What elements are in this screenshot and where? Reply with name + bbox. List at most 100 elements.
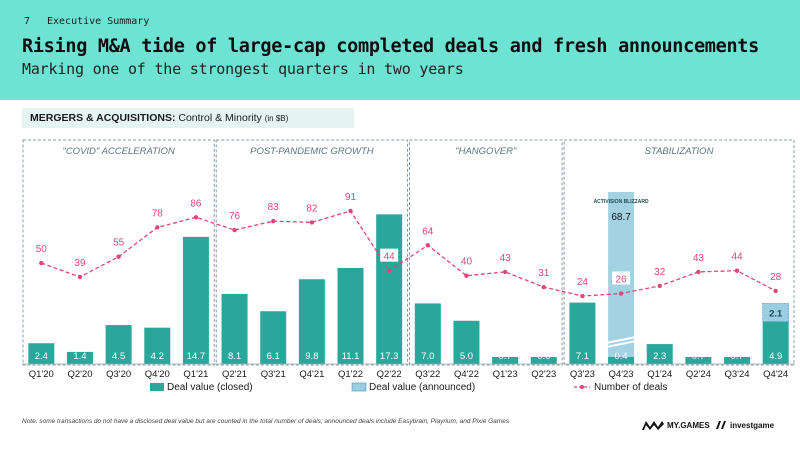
deals-label-10: 64 bbox=[422, 226, 434, 237]
deals-label-9: 44 bbox=[384, 252, 396, 263]
x-tick-label-15: Q4'23 bbox=[609, 369, 634, 380]
legend-swatch-closed bbox=[150, 383, 164, 391]
deals-line bbox=[41, 210, 776, 297]
bar-label-closed-10: 7.0 bbox=[421, 351, 434, 362]
mygames-mark-icon bbox=[642, 421, 664, 430]
deals-label-2: 55 bbox=[113, 238, 125, 249]
period-panel-2 bbox=[409, 139, 563, 366]
legend-label-deals: Number of deals bbox=[594, 382, 667, 393]
legend-label-closed: Deal value (closed) bbox=[167, 382, 253, 393]
bar-label-closed-3: 4.2 bbox=[151, 351, 164, 362]
deals-point-11 bbox=[464, 273, 469, 278]
deals-label-6: 83 bbox=[268, 202, 280, 213]
bar-closed-3 bbox=[144, 327, 171, 364]
bar-label-announced-19: 2.1 bbox=[769, 309, 783, 320]
period-label-1: POST-PANDEMIC GROWTH bbox=[250, 146, 374, 157]
deals-point-8 bbox=[348, 208, 353, 214]
x-tick-label-19: Q4'24 bbox=[763, 369, 788, 380]
bar-label-closed-11: 5.0 bbox=[460, 351, 473, 362]
mygames-logo: MY.GAMES bbox=[642, 420, 710, 431]
deals-point-1 bbox=[77, 274, 83, 280]
x-tick-label-14: Q3'23 bbox=[570, 369, 595, 380]
x-tick-label-17: Q2'24 bbox=[686, 369, 711, 380]
bar-label-closed-2: 4.5 bbox=[112, 351, 125, 362]
x-tick-label-2: Q3'20 bbox=[106, 369, 131, 380]
bar-closed-4 bbox=[182, 236, 209, 364]
deals-label-11: 40 bbox=[461, 257, 473, 268]
axis-break-mark bbox=[605, 336, 637, 348]
chart-category-tag: MERGERS & ACQUISITIONS: Control & Minori… bbox=[22, 108, 354, 128]
legend-marker-deals bbox=[580, 385, 584, 389]
bar-label-closed-5: 8.1 bbox=[228, 351, 241, 362]
x-tick-label-10: Q3'22 bbox=[415, 369, 440, 380]
deals-label-bg-9 bbox=[380, 248, 399, 262]
deals-label-18: 44 bbox=[731, 252, 743, 263]
deals-point-14 bbox=[580, 293, 585, 299]
deals-label-7: 82 bbox=[306, 203, 318, 214]
bar-label-closed-9: 17.3 bbox=[380, 351, 399, 362]
x-tick-label-0: Q1'20 bbox=[29, 369, 54, 380]
tag-normal: Control & Minority bbox=[175, 112, 265, 124]
x-tick-label-13: Q2'23 bbox=[531, 369, 556, 380]
deals-point-9 bbox=[386, 268, 392, 273]
investgame-logo: investgame bbox=[715, 420, 774, 430]
x-tick-label-3: Q4'20 bbox=[145, 369, 170, 380]
x-tick-label-16: Q1'24 bbox=[647, 369, 672, 380]
deals-label-17: 43 bbox=[693, 253, 705, 264]
bar-closed-2 bbox=[105, 325, 132, 364]
deals-point-0 bbox=[39, 260, 44, 266]
deals-label-13: 31 bbox=[538, 268, 550, 279]
bar-closed-14 bbox=[569, 302, 596, 364]
period-label-3: STABILIZATION bbox=[645, 146, 714, 157]
bar-label-closed-12: 0.7 bbox=[499, 351, 512, 362]
header-banner: 7 Executive Summary Rising M&A tide of l… bbox=[0, 0, 800, 100]
deals-label-4: 86 bbox=[190, 198, 202, 209]
deals-point-19 bbox=[773, 288, 778, 294]
investgame-mark-icon bbox=[716, 421, 726, 429]
investgame-logo-text: investgame bbox=[730, 420, 775, 430]
bar-label-closed-13: 0.6 bbox=[537, 351, 550, 362]
deals-point-18 bbox=[734, 268, 740, 273]
bar-closed-9 bbox=[376, 214, 403, 364]
x-tick-label-11: Q4'22 bbox=[454, 369, 479, 380]
deals-point-7 bbox=[309, 220, 315, 225]
bar-label-closed-18: 0.7 bbox=[730, 351, 743, 362]
x-tick-label-9: Q2'22 bbox=[377, 369, 402, 380]
bar-label-closed-8: 11.1 bbox=[342, 351, 360, 362]
bar-closed-12 bbox=[492, 357, 519, 364]
period-panel-3 bbox=[563, 139, 795, 366]
bar-closed-6 bbox=[260, 311, 287, 364]
legend-swatch-announced bbox=[351, 382, 367, 392]
bar-closed-0 bbox=[28, 343, 55, 364]
deals-point-15 bbox=[618, 291, 624, 296]
bar-closed-5 bbox=[221, 293, 248, 364]
bar-closed-17 bbox=[685, 357, 712, 364]
x-tick-label-7: Q4'21 bbox=[299, 369, 324, 380]
period-label-2: "HANGOVER" bbox=[455, 146, 517, 157]
deals-label-3: 78 bbox=[152, 208, 164, 219]
deals-label-0: 50 bbox=[36, 244, 48, 255]
x-tick-label-4: Q1'21 bbox=[183, 369, 208, 380]
deals-point-16 bbox=[657, 283, 662, 289]
deals-point-10 bbox=[425, 243, 431, 248]
bar-label-closed-17: 0.7 bbox=[692, 351, 705, 362]
footnote: Note: some transactions do not have a di… bbox=[22, 418, 510, 425]
x-tick-label-8: Q1'22 bbox=[338, 369, 363, 380]
deals-label-12: 43 bbox=[500, 253, 512, 264]
x-tick-label-5: Q2'21 bbox=[222, 369, 247, 380]
section-label: Executive Summary bbox=[47, 16, 150, 27]
bar-label-closed-16: 2.3 bbox=[653, 351, 666, 362]
x-tick-label-1: Q2'20 bbox=[67, 369, 92, 380]
deals-label-1: 39 bbox=[74, 258, 86, 269]
bar-label-closed-7: 9.8 bbox=[305, 351, 318, 362]
bar-label-announced-15: 68.7 bbox=[611, 212, 631, 223]
bar-label-closed-14: 7.1 bbox=[576, 351, 589, 362]
deals-point-17 bbox=[696, 269, 701, 275]
bar-label-closed-1: 1.4 bbox=[73, 351, 86, 362]
bar-closed-13 bbox=[530, 357, 557, 364]
tag-bold: MERGERS & ACQUISITIONS: bbox=[30, 112, 176, 124]
page-subtitle: Marking one of the strongest quarters in… bbox=[22, 60, 464, 78]
bar-closed-15 bbox=[608, 357, 635, 364]
mygames-logo-text: MY.GAMES bbox=[667, 421, 710, 430]
